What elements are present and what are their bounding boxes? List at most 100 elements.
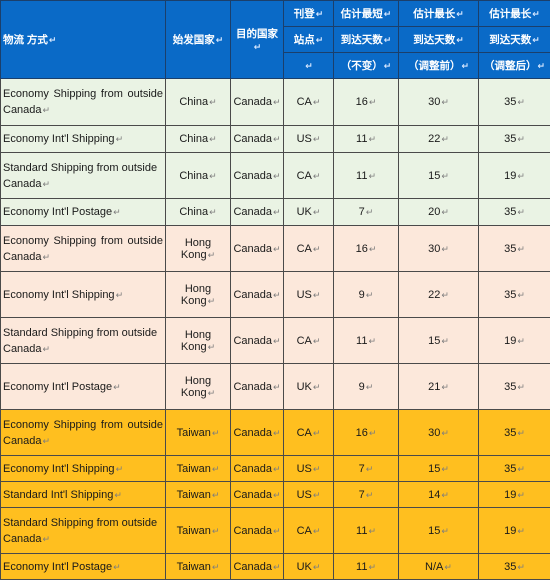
- min-days-cell: 11↵: [333, 507, 399, 554]
- method-cell: Economy Int'l Postage↵: [0, 198, 166, 226]
- max-after-cell: 35↵: [478, 225, 550, 272]
- destination-cell: Canada↵: [230, 125, 284, 153]
- max-before-cell: 30↵: [398, 409, 479, 456]
- destination-cell: Canada↵: [230, 507, 284, 554]
- destination-cell: Canada↵: [230, 225, 284, 272]
- table-row: Economy Shipping from outside Canada↵ Ho…: [0, 225, 550, 272]
- origin-cell: Hong Kong↵: [165, 271, 231, 318]
- max-before-cell: 22↵: [398, 125, 479, 153]
- method-cell: Economy Int'l Shipping↵: [0, 125, 166, 153]
- site-cell: CA↵: [283, 409, 334, 456]
- min-days-cell: 11↵: [333, 125, 399, 153]
- site-cell: CA↵: [283, 507, 334, 554]
- header-origin: 始发国家↵: [165, 0, 231, 79]
- origin-cell: Taiwan↵: [165, 507, 231, 554]
- max-after-cell: 35↵: [478, 198, 550, 226]
- header-max-before-3: （调整前）↵: [398, 52, 479, 79]
- origin-cell: Hong Kong↵: [165, 363, 231, 410]
- header-row-2: 站点↵ 到达天数↵ 到达天数↵ 到达天数↵: [1, 26, 550, 53]
- destination-cell: Canada↵: [230, 481, 284, 508]
- table-row: Standard Shipping from outside Canada↵ T…: [0, 507, 550, 554]
- max-before-cell: N/A↵: [398, 553, 479, 580]
- header-max-after-2: 到达天数↵: [478, 26, 550, 53]
- site-cell: UK↵: [283, 553, 334, 580]
- max-before-cell: 15↵: [398, 317, 479, 364]
- origin-cell: China↵: [165, 125, 231, 153]
- max-before-cell: 15↵: [398, 507, 479, 554]
- destination-cell: Canada↵: [230, 409, 284, 456]
- min-days-cell: 11↵: [333, 553, 399, 580]
- method-cell: Economy Shipping from outside Canada↵: [0, 225, 166, 272]
- site-cell: CA↵: [283, 152, 334, 199]
- min-days-cell: 11↵: [333, 152, 399, 199]
- header-destination: 目的国家↵: [230, 0, 284, 79]
- min-days-cell: 7↵: [333, 481, 399, 508]
- origin-cell: Taiwan↵: [165, 481, 231, 508]
- site-cell: CA↵: [283, 78, 334, 126]
- max-after-cell: 19↵: [478, 507, 550, 554]
- method-cell: Standard Shipping from outside Canada↵: [0, 507, 166, 554]
- min-days-cell: 16↵: [333, 78, 399, 126]
- header-site-3: ↵: [283, 52, 334, 79]
- table-row: Economy Shipping from outside Canada↵ Ch…: [0, 78, 550, 126]
- site-cell: US↵: [283, 455, 334, 482]
- method-cell: Economy Shipping from outside Canada↵: [0, 78, 166, 126]
- table-row: Economy Shipping from outside Canada↵ Ta…: [0, 409, 550, 456]
- max-before-cell: 30↵: [398, 225, 479, 272]
- method-cell: Standard Shipping from outside Canada↵: [0, 152, 166, 199]
- header-min-days: 估计最短↵: [333, 0, 399, 27]
- max-after-cell: 35↵: [478, 125, 550, 153]
- max-before-cell: 20↵: [398, 198, 479, 226]
- method-cell: Economy Int'l Shipping↵: [0, 271, 166, 318]
- header-method: 物流 方式↵: [0, 0, 166, 79]
- header-site: 刊登↵: [283, 0, 334, 27]
- min-days-cell: 7↵: [333, 455, 399, 482]
- max-after-cell: 35↵: [478, 363, 550, 410]
- header-min-days-2: 到达天数↵: [333, 26, 399, 53]
- max-after-cell: 19↵: [478, 152, 550, 199]
- max-before-cell: 15↵: [398, 152, 479, 199]
- destination-cell: Canada↵: [230, 553, 284, 580]
- destination-cell: Canada↵: [230, 317, 284, 364]
- destination-cell: Canada↵: [230, 363, 284, 410]
- site-cell: US↵: [283, 271, 334, 318]
- method-cell: Economy Int'l Postage↵: [0, 363, 166, 410]
- origin-cell: Hong Kong↵: [165, 225, 231, 272]
- table-row: Standard Shipping from outside Canada↵ C…: [0, 152, 550, 199]
- destination-cell: Canada↵: [230, 78, 284, 126]
- max-before-cell: 14↵: [398, 481, 479, 508]
- method-cell: Standard Shipping from outside Canada↵: [0, 317, 166, 364]
- site-cell: UK↵: [283, 198, 334, 226]
- min-days-cell: 7↵: [333, 198, 399, 226]
- header-row-3: ↵ （不变）↵ （调整前）↵ （调整后）↵: [1, 52, 550, 79]
- header-row-1: 物流 方式↵ 始发国家↵ 目的国家↵ 刊登↵ 估计最短↵ 估计最长↵ 估计最长↵: [0, 0, 550, 79]
- method-cell: Economy Shipping from outside Canada↵: [0, 409, 166, 456]
- origin-cell: Hong Kong↵: [165, 317, 231, 364]
- max-after-cell: 35↵: [478, 409, 550, 456]
- table-body: Economy Shipping from outside Canada↵ Ch…: [0, 78, 550, 580]
- max-before-cell: 21↵: [398, 363, 479, 410]
- max-after-cell: 19↵: [478, 481, 550, 508]
- origin-cell: Taiwan↵: [165, 409, 231, 456]
- destination-cell: Canada↵: [230, 152, 284, 199]
- max-after-cell: 35↵: [478, 455, 550, 482]
- max-before-cell: 15↵: [398, 455, 479, 482]
- destination-cell: Canada↵: [230, 198, 284, 226]
- table-row: Economy Int'l Postage↵ Taiwan↵ Canada↵ U…: [0, 553, 550, 580]
- site-cell: US↵: [283, 481, 334, 508]
- header-site-2: 站点↵: [283, 26, 334, 53]
- min-days-cell: 16↵: [333, 409, 399, 456]
- max-after-cell: 35↵: [478, 78, 550, 126]
- max-before-cell: 30↵: [398, 78, 479, 126]
- min-days-cell: 11↵: [333, 317, 399, 364]
- min-days-cell: 9↵: [333, 271, 399, 318]
- table-row: Standard Int'l Shipping↵ Taiwan↵ Canada↵…: [0, 481, 550, 508]
- header-min-days-3: （不变）↵: [333, 52, 399, 79]
- max-after-cell: 19↵: [478, 317, 550, 364]
- table-row: Economy Int'l Shipping↵ China↵ Canada↵ U…: [0, 125, 550, 153]
- table-row: Economy Int'l Postage↵ China↵ Canada↵ UK…: [0, 198, 550, 226]
- max-after-cell: 35↵: [478, 271, 550, 318]
- header-max-after: 估计最长↵: [478, 0, 550, 27]
- method-cell: Standard Int'l Shipping↵: [0, 481, 166, 508]
- method-cell: Economy Int'l Postage↵: [0, 553, 166, 580]
